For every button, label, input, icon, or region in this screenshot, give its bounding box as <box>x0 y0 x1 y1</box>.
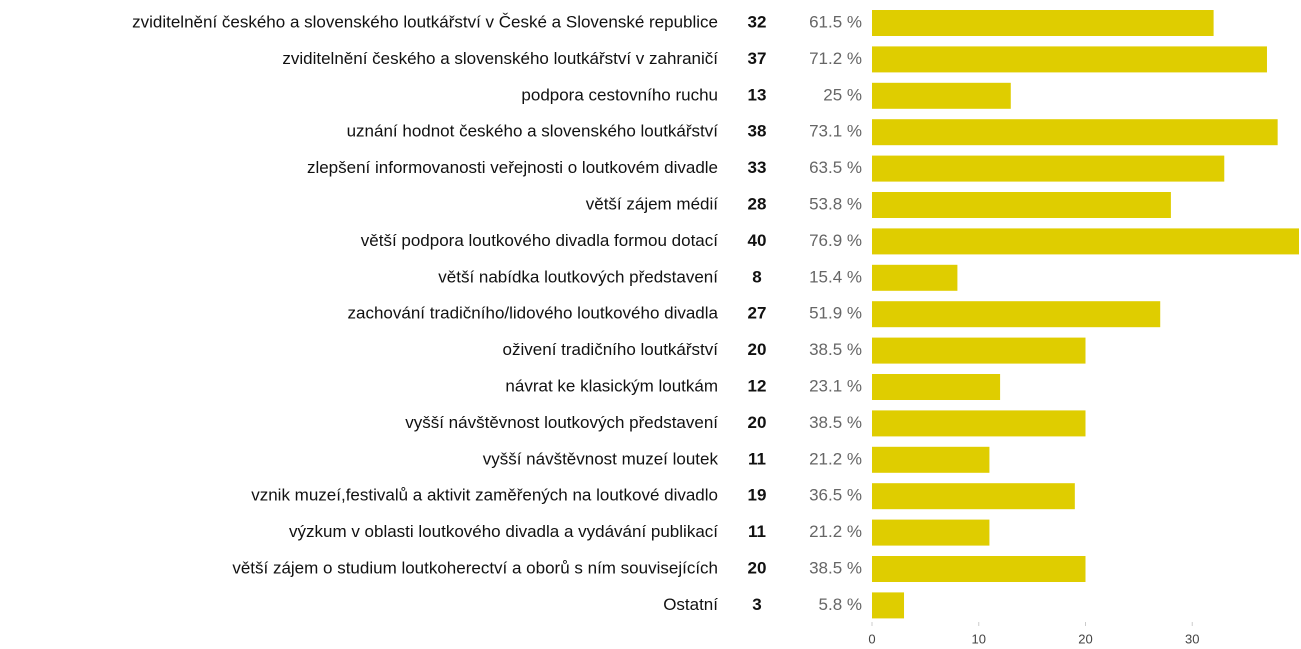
count-label: 32 <box>748 12 767 31</box>
count-label: 19 <box>748 486 767 505</box>
bar <box>872 446 990 473</box>
bar <box>872 556 1086 582</box>
percent-label: 76.9 % <box>809 231 862 250</box>
count-label: 11 <box>748 449 766 468</box>
count-label: 33 <box>748 158 767 177</box>
bar <box>872 82 1011 109</box>
category-label: zviditelnění českého a slovenského loutk… <box>132 12 718 31</box>
percent-label: 71.2 % <box>809 49 862 68</box>
bar <box>872 155 1225 182</box>
percent-label: 15.4 % <box>809 267 862 286</box>
percent-label: 36.5 % <box>809 486 862 505</box>
percent-label: 51.9 % <box>809 304 862 323</box>
count-label: 13 <box>748 85 767 104</box>
category-label: oživení tradičního loutkářství <box>503 340 719 359</box>
bar <box>872 410 1086 437</box>
category-label: vznik muzeí,festivalů a aktivit zaměřený… <box>251 486 718 505</box>
count-label: 37 <box>748 49 767 68</box>
count-label: 11 <box>748 522 766 541</box>
percent-label: 21.2 % <box>809 522 862 541</box>
bar <box>872 264 958 291</box>
percent-label: 23.1 % <box>809 376 862 395</box>
category-label: větší zájem médií <box>586 194 719 213</box>
percent-label: 63.5 % <box>809 158 862 177</box>
category-label: návrat ke klasickým loutkám <box>505 376 718 395</box>
category-label: větší zájem o studium loutkoherectví a o… <box>232 558 718 577</box>
percent-label: 73.1 % <box>809 122 862 141</box>
count-label: 8 <box>752 267 761 286</box>
percent-label: 21.2 % <box>809 449 862 468</box>
category-label: větší podpora loutkového divadla formou … <box>361 231 719 250</box>
count-label: 38 <box>748 122 767 141</box>
bar <box>872 10 1214 36</box>
bar <box>872 119 1278 146</box>
bar <box>872 301 1161 328</box>
category-label: zachování tradičního/lidového loutkového… <box>348 304 719 323</box>
category-label: větší nabídka loutkových představení <box>438 267 718 286</box>
bar <box>872 592 905 619</box>
count-label: 12 <box>748 376 767 395</box>
percent-label: 5.8 % <box>819 595 862 614</box>
percent-label: 61.5 % <box>809 12 862 31</box>
bar <box>872 374 1001 400</box>
category-label: podpora cestovního ruchu <box>521 85 718 104</box>
bar <box>872 192 1171 218</box>
percent-label: 38.5 % <box>809 413 862 432</box>
count-label: 3 <box>752 595 761 614</box>
percent-label: 53.8 % <box>809 194 862 213</box>
count-label: 27 <box>748 304 767 323</box>
bar <box>872 228 1299 255</box>
category-label: vyšší návštěvnost muzeí loutek <box>483 449 719 468</box>
percent-label: 38.5 % <box>809 340 862 359</box>
count-label: 20 <box>748 340 767 359</box>
percent-label: 25 % <box>823 85 862 104</box>
x-tick-label: 30 <box>1185 631 1199 646</box>
bar <box>872 337 1086 364</box>
count-label: 20 <box>748 413 767 432</box>
percent-label: 38.5 % <box>809 558 862 577</box>
x-tick-label: 20 <box>1078 631 1092 646</box>
bar <box>872 46 1267 73</box>
category-label: uznání hodnot českého a slovenského lout… <box>347 122 719 141</box>
category-label: vyšší návštěvnost loutkových představení <box>405 413 718 432</box>
x-tick-label: 0 <box>868 631 875 646</box>
category-label: zviditelnění českého a slovenského loutk… <box>282 49 718 68</box>
category-label: výzkum v oblasti loutkového divadla a vy… <box>289 522 718 541</box>
count-label: 20 <box>748 558 767 577</box>
category-label: Ostatní <box>663 595 718 614</box>
count-label: 40 <box>748 231 767 250</box>
category-label: zlepšení informovanosti veřejnosti o lou… <box>307 158 718 177</box>
bar <box>872 519 990 546</box>
bar <box>872 483 1075 510</box>
count-label: 28 <box>748 194 767 213</box>
x-tick-label: 10 <box>972 631 986 646</box>
